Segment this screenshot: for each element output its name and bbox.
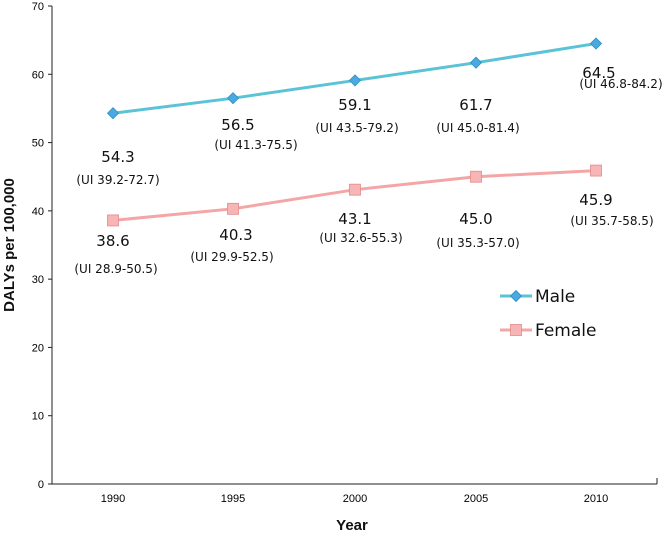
female-interval-label: (UI 29.9-52.5) bbox=[190, 250, 273, 264]
legend-marker-female bbox=[510, 324, 522, 336]
y-tick-label: 70 bbox=[32, 1, 44, 13]
male-value-label: 59.1 bbox=[338, 96, 371, 114]
male-point bbox=[348, 74, 362, 87]
male-point bbox=[106, 107, 120, 120]
x-tick-label: 2010 bbox=[584, 493, 608, 505]
male-point bbox=[469, 56, 483, 69]
female-value-label: 45.9 bbox=[579, 191, 612, 209]
y-tick-label: 0 bbox=[38, 479, 44, 491]
female-value-label: 38.6 bbox=[96, 232, 129, 250]
y-tick-label: 20 bbox=[32, 342, 44, 354]
x-tick-label: 1990 bbox=[101, 493, 125, 505]
male-value-label: 56.5 bbox=[221, 116, 254, 134]
series-layer bbox=[106, 37, 603, 227]
male-value-label: 54.3 bbox=[101, 148, 134, 166]
female-point bbox=[349, 183, 361, 196]
y-tick-label: 50 bbox=[32, 138, 44, 150]
female-point bbox=[227, 202, 239, 215]
male-point bbox=[226, 92, 240, 105]
male-interval-label: (UI 43.5-79.2) bbox=[315, 121, 398, 135]
female-point bbox=[590, 164, 602, 177]
female-value-label: 45.0 bbox=[459, 210, 492, 228]
data-labels: 54.3 (UI 39.2-72.7) 56.5 (UI 41.3-75.5) 59.1… bbox=[74, 64, 662, 276]
male-interval-label: (UI 41.3-75.5) bbox=[214, 138, 297, 152]
male-interval-label: (UI 46.8-84.2) bbox=[579, 77, 662, 91]
axes: 0 10 20 30 40 50 60 70 1990 1995 2000 2005 2010 bbox=[32, 1, 658, 505]
legend: Male Female bbox=[500, 287, 596, 341]
male-interval-label: (UI 45.0-81.4) bbox=[436, 121, 519, 135]
y-tick-label: 60 bbox=[32, 69, 44, 81]
male-value-label: 61.7 bbox=[459, 96, 492, 114]
female-interval-label: (UI 28.9-50.5) bbox=[74, 262, 157, 276]
legend-label-male: Male bbox=[535, 287, 575, 307]
y-tick-label: 10 bbox=[32, 411, 44, 423]
female-point bbox=[470, 170, 482, 183]
x-tick-label: 1995 bbox=[221, 493, 245, 505]
female-interval-label: (UI 35.7-58.5) bbox=[570, 214, 653, 228]
female-value-label: 43.1 bbox=[338, 210, 371, 228]
legend-marker-male bbox=[509, 289, 523, 303]
female-value-label: 40.3 bbox=[219, 226, 252, 244]
female-point bbox=[107, 214, 119, 227]
y-tick-label: 40 bbox=[32, 206, 44, 218]
x-axis-title: Year bbox=[336, 517, 368, 534]
female-interval-label: (UI 35.3-57.0) bbox=[436, 236, 519, 250]
male-value-label: 64.5 bbox=[582, 64, 615, 82]
female-interval-label: (UI 32.6-55.3) bbox=[319, 231, 402, 245]
x-tick-label: 2005 bbox=[464, 493, 488, 505]
y-axis-title: DALYs per 100,000 bbox=[1, 178, 18, 312]
legend-label-female: Female bbox=[535, 321, 596, 341]
x-tick-label: 2000 bbox=[343, 493, 367, 505]
y-tick-label: 30 bbox=[32, 274, 44, 286]
male-interval-label: (UI 39.2-72.7) bbox=[76, 173, 159, 187]
male-point bbox=[589, 37, 603, 50]
